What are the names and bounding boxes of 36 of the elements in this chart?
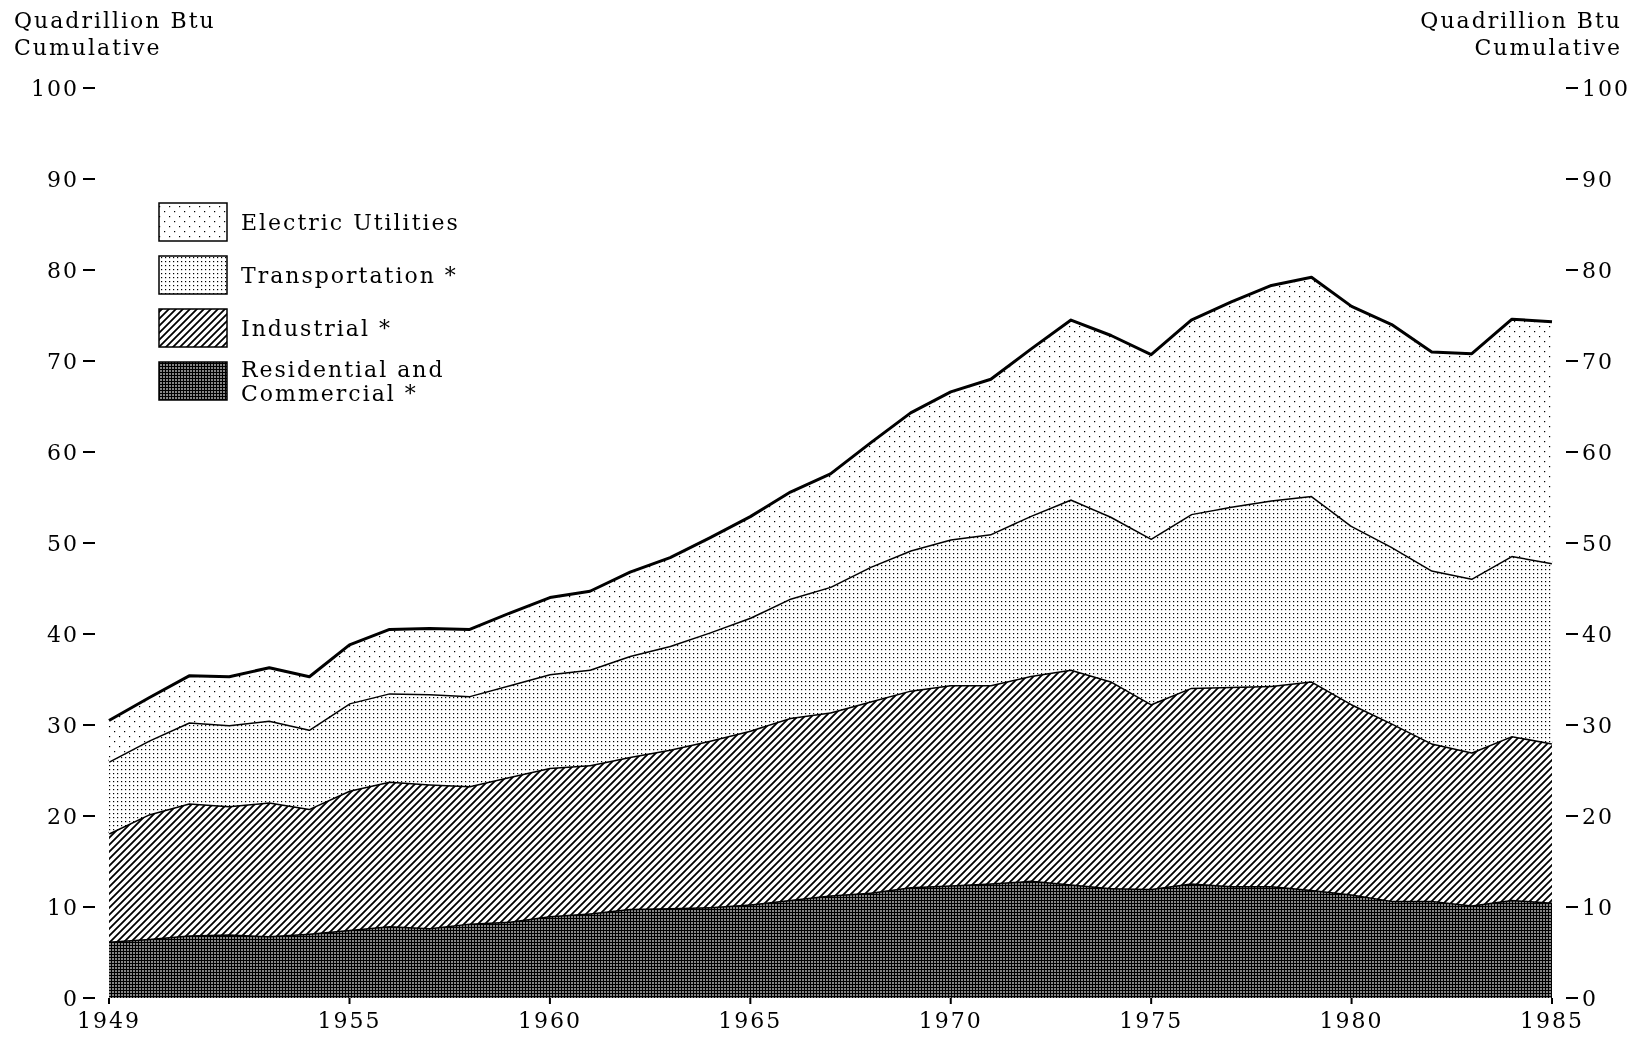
legend-label: Residential and Commercial * <box>241 356 445 406</box>
y2-tick-label: 80 <box>1582 257 1614 283</box>
x-tick-label: 1949 <box>77 1008 141 1033</box>
y2-tick-label: 90 <box>1582 166 1614 192</box>
x-tick-label: 1965 <box>718 1008 783 1033</box>
y2-axis-title: Quadrillion Btu Cumulative <box>1420 8 1622 60</box>
y2-tick-label: 60 <box>1582 439 1614 465</box>
y-tick-label: 0 <box>63 985 79 1011</box>
x-tick-label: 1975 <box>1119 1008 1184 1033</box>
y-axis-title: Quadrillion Btu Cumulative <box>14 8 216 60</box>
legend-label: Transportation * <box>241 262 458 288</box>
y2-tick-label: 20 <box>1582 803 1614 829</box>
x-tick-label: 1985 <box>1520 1008 1584 1033</box>
legend-label: Industrial * <box>241 315 392 341</box>
y-tick-label: 40 <box>47 621 79 647</box>
y-tick-label: 70 <box>47 348 79 374</box>
y2-tick-label: 30 <box>1582 712 1614 738</box>
y2-tick-label: 50 <box>1582 530 1614 556</box>
x-tick-label: 1970 <box>918 1008 983 1033</box>
y2-tick-label: 100 <box>1582 75 1630 101</box>
x-tick-label: 1960 <box>517 1008 582 1033</box>
x-tick-label: 1955 <box>317 1008 382 1033</box>
y2-tick-label: 0 <box>1582 985 1598 1011</box>
y-tick-label: 80 <box>47 257 79 283</box>
y2-tick-label: 70 <box>1582 348 1614 374</box>
y-tick-label: 30 <box>47 712 79 738</box>
legend-label: Electric Utilities <box>241 209 460 235</box>
y-tick-label: 50 <box>47 530 79 556</box>
y-tick-label: 10 <box>47 894 79 920</box>
y-tick-label: 90 <box>47 166 79 192</box>
y-tick-label: 100 <box>31 75 79 101</box>
y-tick-label: 60 <box>47 439 79 465</box>
y2-tick-label: 10 <box>1582 894 1614 920</box>
y-tick-label: 20 <box>47 803 79 829</box>
x-tick-label: 1980 <box>1319 1008 1384 1033</box>
y2-tick-label: 40 <box>1582 621 1614 647</box>
